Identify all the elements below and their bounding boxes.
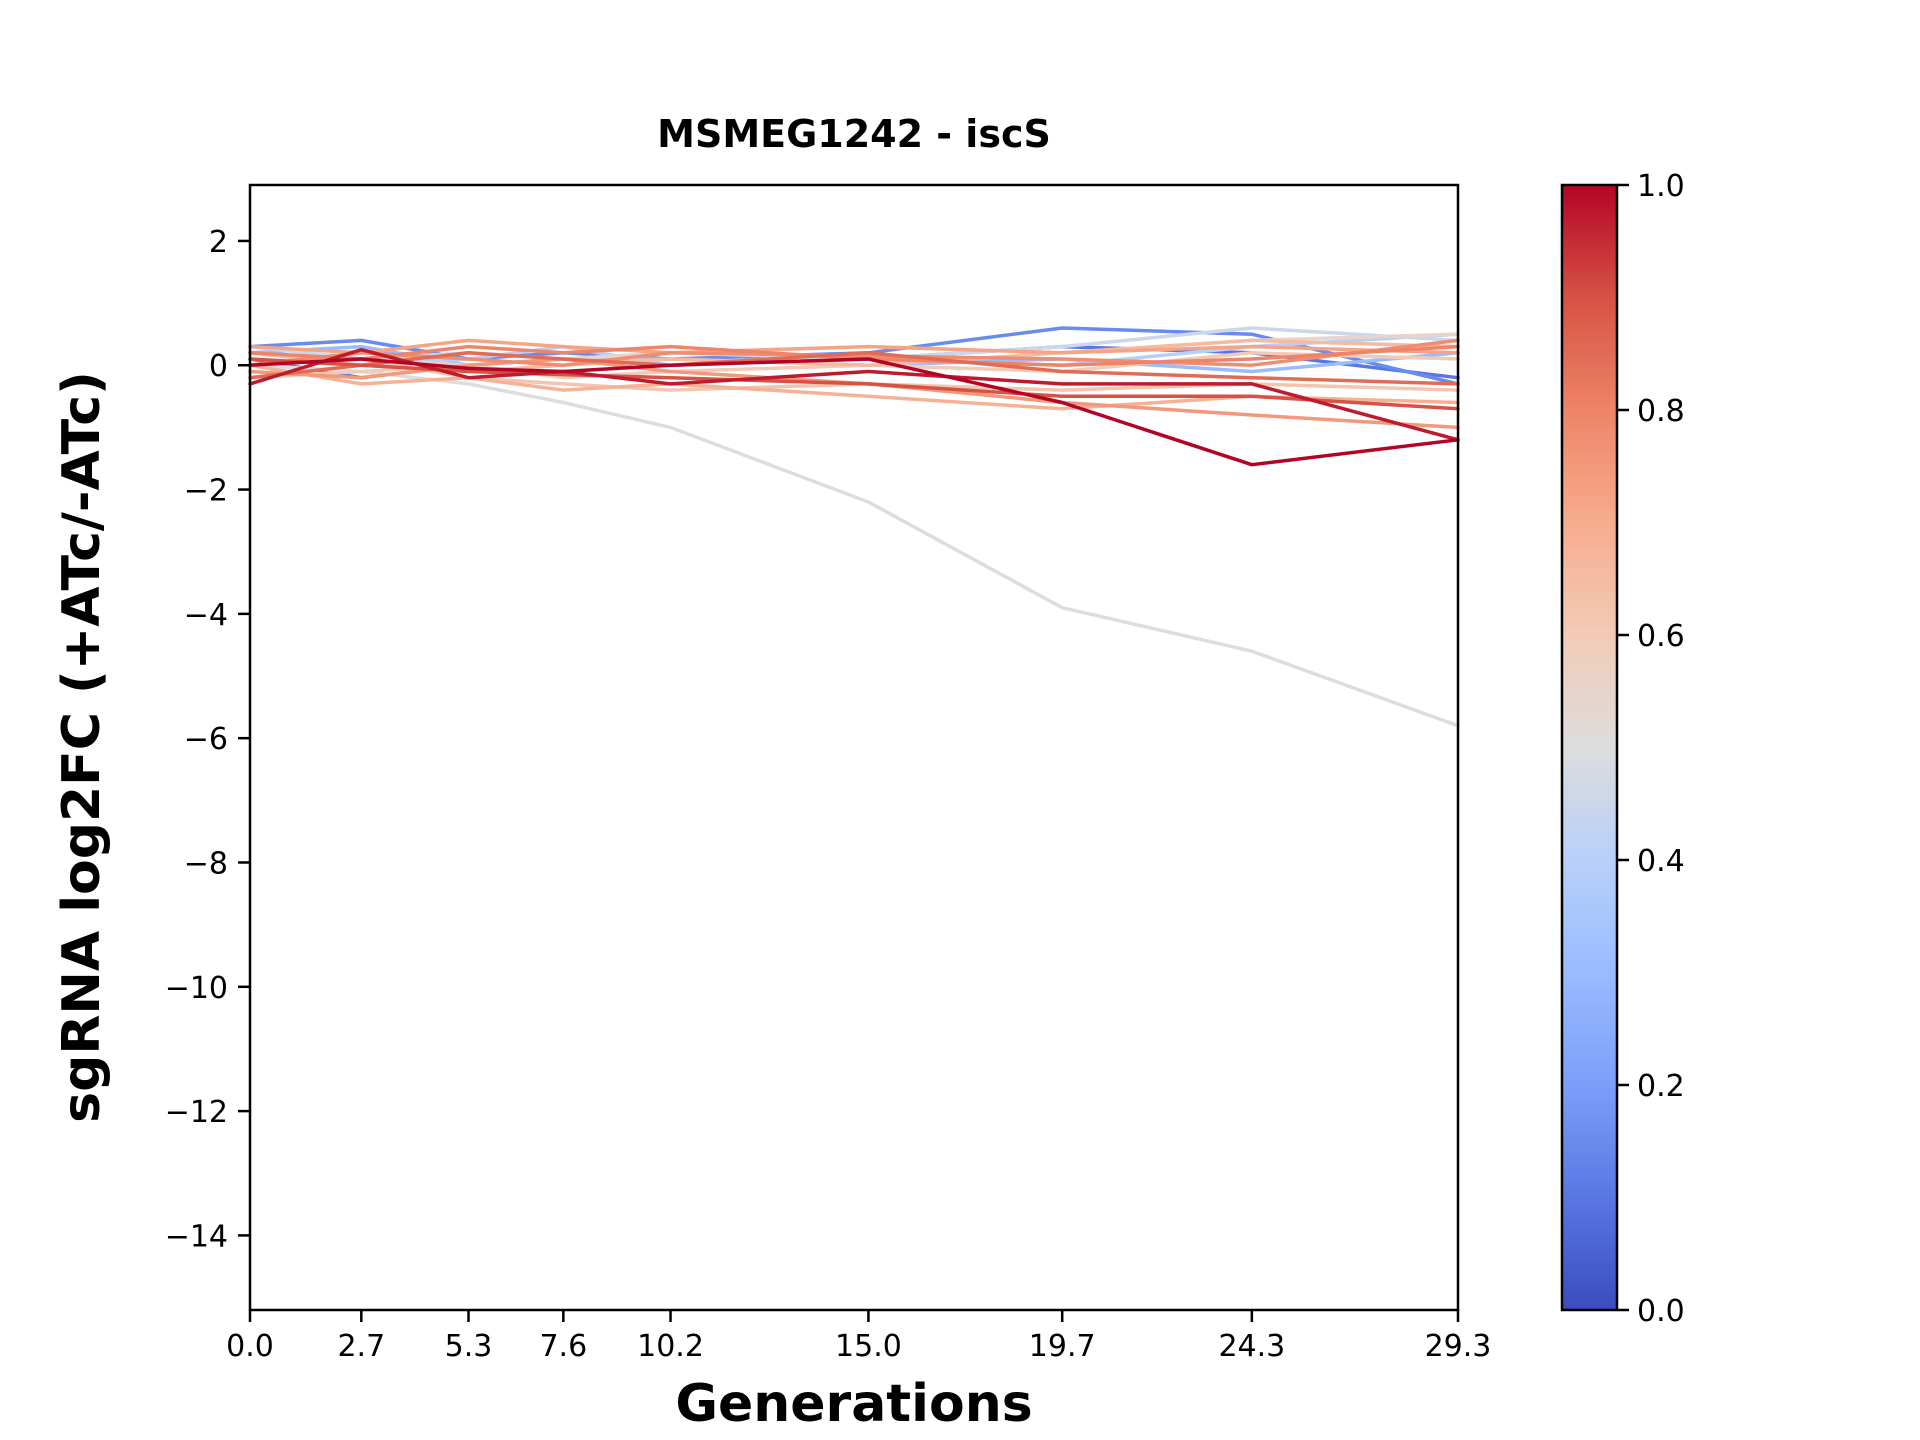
y-tick-label: −6 [184,722,228,757]
x-tick-label: 24.3 [1218,1329,1285,1364]
chart-title: MSMEG1242 - iscS [657,112,1051,156]
x-tick-label: 15.0 [835,1329,902,1364]
x-tick-label: 0.0 [226,1329,274,1364]
colorbar-tick-label: 0.6 [1637,619,1685,654]
x-tick-label: 29.3 [1425,1329,1492,1364]
y-axis-label: sgRNA log2FC (+ATc/-ATc) [52,371,112,1123]
colorbar [1562,185,1617,1310]
series-line [248,347,1460,442]
series-line [248,357,1460,411]
series-line [248,357,1460,430]
x-tick-label: 7.6 [539,1329,587,1364]
series-line [248,357,1460,392]
colorbar-frame [1560,183,1619,1312]
x-tick-label: 10.2 [637,1329,704,1364]
colorbar-tick-label: 0.0 [1637,1294,1685,1329]
colorbar-tick-label: 1.0 [1637,169,1685,204]
colorbar-tick-label: 0.2 [1637,1069,1685,1104]
series-line [248,363,1460,728]
y-tick-label: 2 [209,225,228,260]
y-tick-label: 0 [209,349,228,384]
y-tick-label: −8 [184,846,228,881]
axes-frame [248,183,1460,1312]
y-tick-label: −12 [165,1095,228,1130]
x-tick-label: 5.3 [445,1329,493,1364]
colorbar-tick-label: 0.8 [1637,394,1685,429]
y-tick-label: −2 [184,474,228,509]
x-axis-label: Generations [675,1374,1033,1434]
y-tick-label: −14 [165,1219,228,1254]
y-tick-label: −10 [165,971,228,1006]
series-line [248,344,1460,367]
x-tick-label: 2.7 [337,1329,385,1364]
x-tick-label: 19.7 [1029,1329,1096,1364]
y-tick-label: −4 [184,598,228,633]
colorbar-tick-label: 0.4 [1637,844,1685,879]
series-line [248,357,1460,467]
